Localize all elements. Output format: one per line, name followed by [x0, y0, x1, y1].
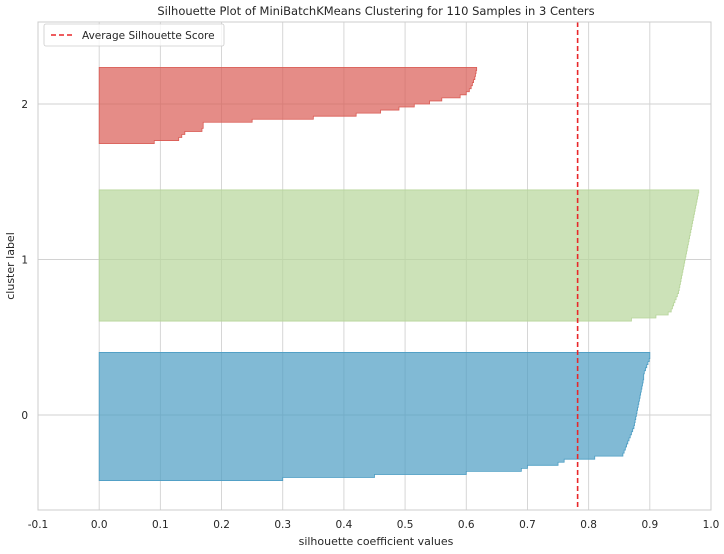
x-tick-label: -0.1 — [28, 519, 49, 531]
x-tick-label: 0.6 — [458, 519, 475, 531]
chart-title: Silhouette Plot of MiniBatchKMeans Clust… — [157, 4, 594, 18]
x-axis-ticks: -0.1 0.0 0.1 0.2 0.3 0.4 0.5 0.6 0.7 0.8 0.9 1.0 — [28, 519, 720, 531]
x-tick-label: 0.1 — [152, 519, 169, 531]
y-tick-label: 1 — [21, 255, 28, 267]
cluster-0-silhouette — [98, 352, 651, 481]
y-axis-label: cluster label — [4, 232, 17, 300]
silhouette-clusters — [98, 66, 700, 481]
x-axis-label: silhouette coefficient values — [299, 535, 454, 548]
x-tick-label: 0.0 — [91, 519, 108, 531]
x-tick-label: 0.4 — [336, 519, 353, 531]
x-tick-label: 0.5 — [397, 519, 414, 531]
x-tick-label: 0.3 — [274, 519, 291, 531]
y-axis-ticks: 0 1 2 — [21, 99, 28, 422]
x-tick-label: 0.2 — [213, 519, 230, 531]
plot-frame — [37, 21, 712, 511]
y-tick-label: 2 — [21, 99, 28, 111]
legend: Average Silhouette Score — [43, 23, 225, 47]
x-tick-label: 1.0 — [703, 519, 720, 531]
y-tick-label: 0 — [21, 410, 28, 422]
legend-box — [43, 23, 225, 47]
x-tick-label: 0.9 — [641, 519, 658, 531]
legend-average-label: Average Silhouette Score — [82, 30, 215, 42]
plot-border — [37, 21, 712, 511]
x-tick-label: 0.8 — [580, 519, 597, 531]
x-tick-label: 0.7 — [519, 519, 536, 531]
cluster-1-silhouette — [98, 189, 700, 322]
cluster-2-silhouette — [98, 66, 478, 145]
